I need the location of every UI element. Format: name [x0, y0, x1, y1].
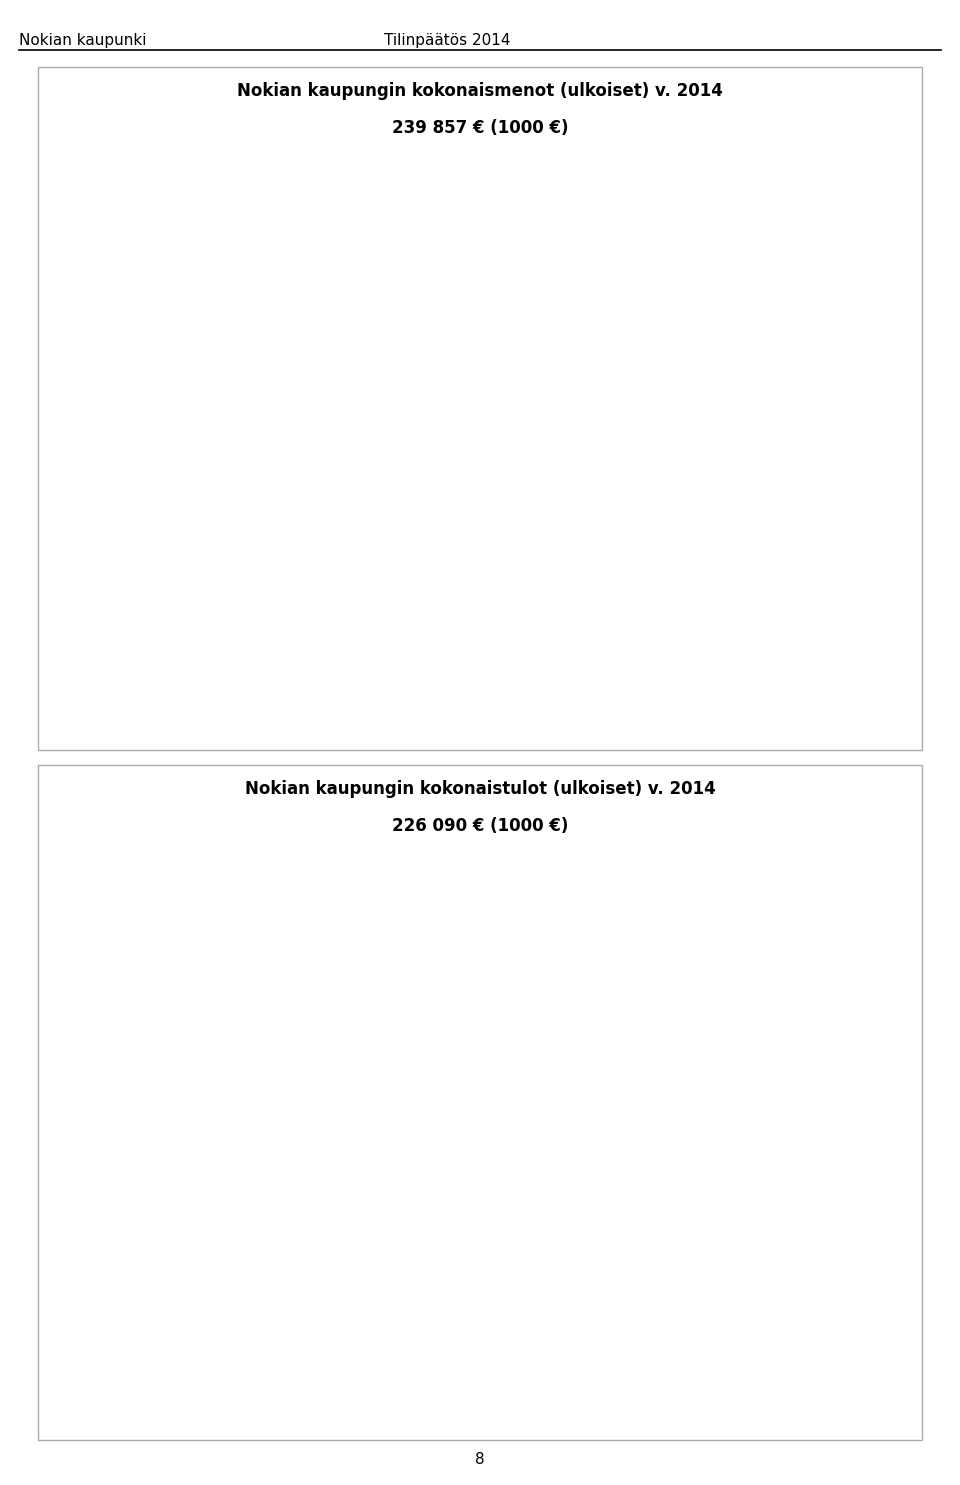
Text: Yleishallinto
7 224: Yleishallinto 7 224 — [399, 245, 847, 377]
Wedge shape — [480, 915, 695, 1344]
Text: Lainanotto; 5 000: Lainanotto; 5 000 — [340, 979, 874, 1152]
Wedge shape — [354, 255, 480, 435]
Wedge shape — [376, 232, 480, 435]
Text: Pirteva
228: Pirteva 228 — [482, 227, 833, 313]
Text: Vuokrat ja muut
tulot; 10 170: Vuokrat ja muut tulot; 10 170 — [381, 947, 869, 1037]
Text: Perusturva-
palvelut
93 911: Perusturva- palvelut 93 911 — [679, 368, 846, 517]
Text: Nokian kaupunki: Nokian kaupunki — [19, 33, 147, 48]
Text: Kunnallisvero;
109 710: Kunnallisvero; 109 710 — [97, 1121, 685, 1280]
Wedge shape — [480, 221, 695, 603]
Text: Nokian kaupungin kokonaismenot (ulkoiset) v. 2014: Nokian kaupungin kokonaismenot (ulkoiset… — [237, 82, 723, 99]
Wedge shape — [266, 1130, 480, 1244]
Text: Vapaa-aikakeskus
3 002: Vapaa-aikakeskus 3 002 — [86, 258, 371, 500]
Wedge shape — [479, 221, 480, 435]
Wedge shape — [361, 435, 615, 650]
Text: Yhteisövero;
6 167: Yhteisövero; 6 167 — [102, 922, 460, 995]
Wedge shape — [275, 435, 480, 615]
Text: Häpesuo
485: Häpesuo 485 — [273, 113, 356, 264]
Text: Valtionosuus;
39 520: Valtionosuus; 39 520 — [389, 786, 539, 1314]
Text: Investoinnit
31 065: Investoinnit 31 065 — [275, 92, 535, 410]
Text: Aluepelastuslaitos
2 181: Aluepelastuslaitos 2 181 — [475, 229, 864, 435]
Wedge shape — [444, 915, 480, 1130]
Text: Investointien
tulot; 29 726: Investointien tulot; 29 726 — [286, 1062, 828, 1317]
Wedge shape — [349, 930, 480, 1130]
Text: Lainojen
lyhennykset
9 604: Lainojen lyhennykset 9 604 — [444, 129, 718, 230]
Wedge shape — [345, 958, 480, 1130]
Wedge shape — [352, 261, 480, 435]
Text: Nokian kaupungin kokonaistulot (ulkoiset) v. 2014: Nokian kaupungin kokonaistulot (ulkoiset… — [245, 780, 715, 797]
Text: 226 090 € (1000 €): 226 090 € (1000 €) — [392, 817, 568, 835]
Wedge shape — [299, 1130, 500, 1345]
Text: Kiinteistövero;
7 063: Kiinteistövero; 7 063 — [214, 806, 422, 927]
Text: Kasvatus- ja
opetuspalvelut
48 324: Kasvatus- ja opetuspalvelut 48 324 — [94, 601, 488, 644]
Wedge shape — [323, 962, 480, 1130]
Wedge shape — [294, 263, 480, 435]
Wedge shape — [467, 221, 480, 435]
Wedge shape — [414, 221, 480, 435]
Text: Korko- ym.
rahoitustulot;
1 152: Korko- ym. rahoitustulot; 1 152 — [354, 967, 862, 1108]
Wedge shape — [362, 248, 480, 435]
Text: Maksut ja
myyntitulot;
17 582: Maksut ja myyntitulot; 17 582 — [284, 946, 858, 1194]
Text: 239 857 € (1000 €): 239 857 € (1000 €) — [392, 119, 568, 137]
Text: 8: 8 — [475, 1452, 485, 1467]
Wedge shape — [402, 918, 480, 1130]
Text: Tilinpäätös 2014: Tilinpäätös 2014 — [384, 33, 511, 48]
Text: Tekninen keskus
26 474: Tekninen keskus 26 474 — [90, 414, 310, 558]
Text: Antolainat
15 853: Antolainat 15 853 — [325, 92, 433, 294]
Wedge shape — [265, 328, 480, 497]
Wedge shape — [265, 983, 480, 1146]
Text: Korko- ym.
rahoituskulut
1 506: Korko- ym. rahoituskulut 1 506 — [109, 264, 359, 334]
